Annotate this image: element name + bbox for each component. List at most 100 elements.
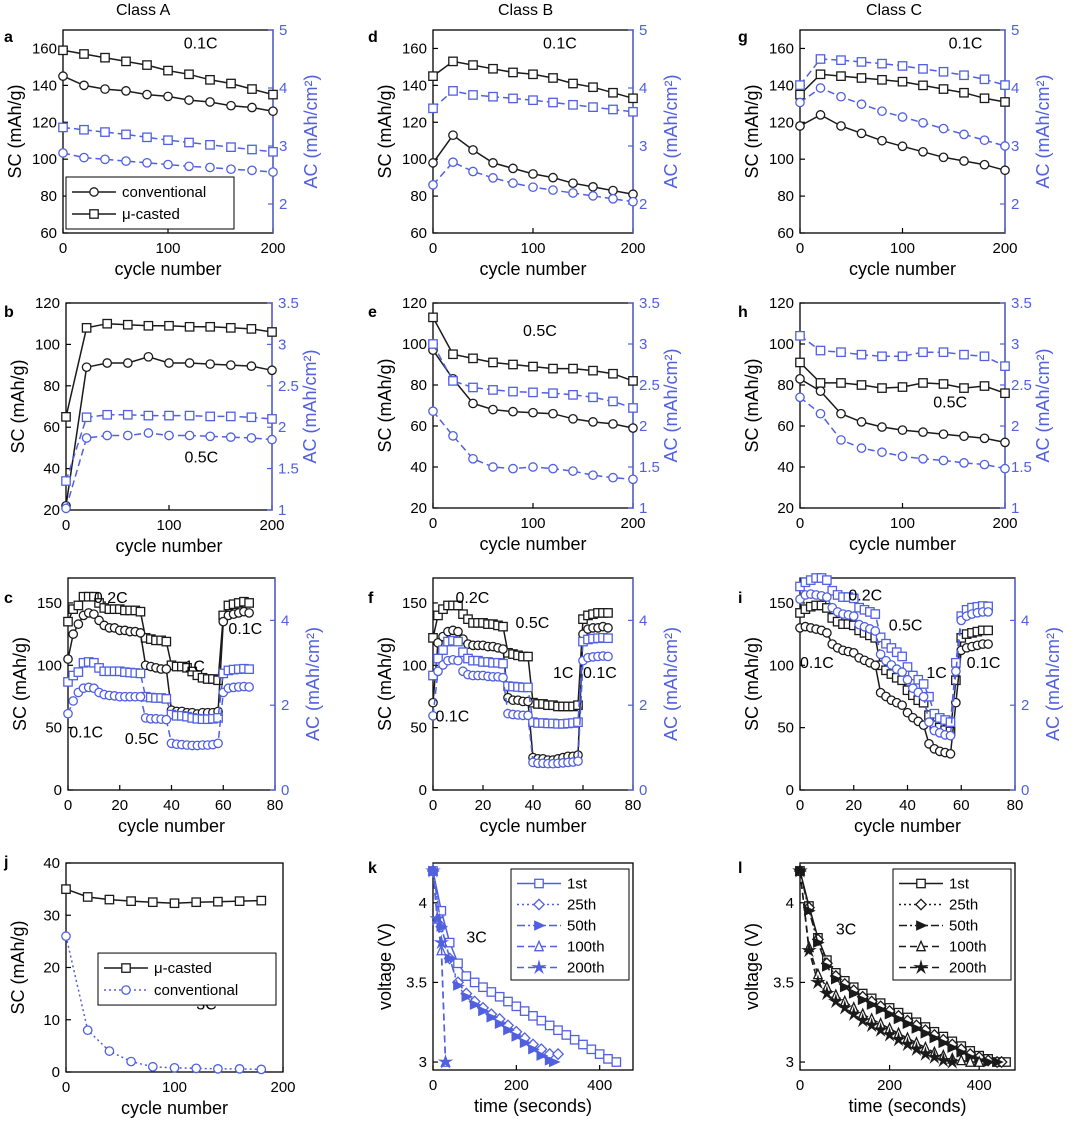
data-point: [164, 320, 174, 331]
data-point: [256, 1064, 267, 1075]
data-point: [100, 154, 110, 165]
data-point: [81, 433, 92, 443]
x-tick-label: 0: [64, 797, 72, 814]
y2-tick-label: 2: [279, 196, 287, 213]
data-point: [983, 639, 993, 649]
data-point: [102, 318, 113, 329]
x-axis-label: time (seconds): [474, 1096, 592, 1116]
x-tick-label: 0: [62, 1079, 70, 1096]
data-point: [795, 357, 805, 368]
data-point: [628, 93, 638, 104]
data-point: [247, 84, 257, 94]
data-point: [104, 894, 115, 905]
data-point: [135, 628, 146, 638]
data-point: [433, 637, 443, 648]
data-point: [438, 645, 448, 655]
data-point: [135, 668, 146, 679]
data-point: [608, 104, 618, 115]
data-point: [523, 651, 533, 662]
data-point: [89, 609, 99, 620]
legend-marker: [534, 920, 546, 931]
data-point: [247, 165, 257, 176]
x-tick-label: 0: [62, 517, 70, 534]
data-point: [143, 410, 154, 421]
data-point: [918, 347, 928, 358]
y2-axis-label: AC (mAh/cm²): [303, 627, 323, 741]
data-point: [979, 159, 990, 170]
chart-legend: 1st 25th 50th 100th 200th: [892, 868, 1012, 981]
data-point: [508, 406, 518, 417]
data-point: [161, 636, 172, 647]
data-point: [815, 110, 826, 120]
data-point: [100, 52, 110, 63]
data-point: [184, 69, 194, 80]
panel-letter: f: [368, 590, 374, 607]
y2-tick-label: 0: [281, 782, 289, 799]
data-point: [877, 58, 887, 69]
data-point: [453, 958, 463, 969]
data-point: [58, 148, 68, 158]
data-point: [469, 999, 482, 1010]
x-tick-label: 0: [429, 1077, 437, 1094]
data-point: [121, 56, 131, 67]
data-point: [169, 898, 180, 909]
data-point: [121, 129, 131, 140]
data-point: [143, 351, 154, 362]
data-point: [528, 1044, 540, 1055]
legend-marker: [914, 898, 928, 911]
data-point: [122, 430, 133, 441]
data-point: [918, 117, 928, 128]
data-point: [1000, 165, 1010, 176]
y2-tick-label: 3: [278, 336, 286, 353]
y2-tick-label: 2: [1021, 697, 1029, 714]
data-point: [819, 985, 835, 1001]
data-point: [73, 619, 84, 629]
data-point: [503, 996, 513, 1007]
x-tick-label: 100: [155, 240, 180, 257]
series-line: [65, 432, 273, 509]
data-point: [959, 156, 969, 166]
data-point: [58, 122, 68, 133]
y-axis-label: SC (mAh/g): [375, 84, 395, 178]
data-point: [458, 609, 468, 620]
y2-tick-label: 5: [279, 22, 287, 39]
data-point: [828, 993, 844, 1009]
data-point: [519, 1037, 532, 1049]
y2-tick-label: 2.5: [639, 377, 660, 394]
y2-tick-label: 1: [639, 500, 647, 517]
y-tick-label: 20: [777, 500, 794, 517]
data-point: [938, 66, 949, 77]
x-axis-label: cycle number: [479, 534, 586, 554]
data-point: [218, 616, 229, 627]
x-tick-label: 20: [845, 797, 862, 814]
data-point: [856, 73, 867, 83]
data-point: [205, 97, 215, 107]
y-tick-label: 120: [402, 295, 427, 312]
x-tick-label: 80: [267, 797, 284, 814]
data-point: [508, 163, 518, 174]
data-point: [815, 69, 826, 80]
data-point: [79, 152, 89, 163]
x-tick-label: 100: [520, 515, 545, 532]
panel-letter: k: [368, 860, 377, 877]
data-point: [268, 167, 278, 177]
x-tick-label: 0: [59, 240, 67, 257]
data-point: [992, 1056, 1004, 1068]
data-point: [488, 385, 498, 395]
data-point: [548, 97, 558, 108]
data-point: [857, 994, 870, 1006]
data-point: [588, 392, 598, 403]
data-point: [979, 93, 990, 104]
rate-annotation: 1C: [926, 665, 946, 682]
data-point: [918, 80, 928, 91]
data-point: [1000, 463, 1010, 474]
data-point: [877, 135, 887, 146]
data-point: [444, 937, 455, 948]
y-tick-label: 50: [410, 720, 427, 737]
legend-marker: [89, 209, 99, 219]
y2-tick-label: 2: [1011, 418, 1019, 435]
legend-marker: [533, 939, 545, 952]
legend-marker: [89, 187, 99, 197]
data-point: [448, 349, 458, 360]
